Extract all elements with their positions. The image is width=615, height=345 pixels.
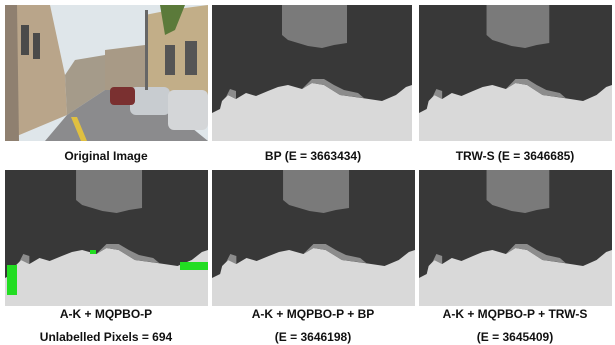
caption: Original Image	[64, 149, 148, 163]
bp-result	[212, 5, 412, 141]
caption: A-K + MQPBO-P	[60, 307, 152, 321]
caption: A-K + MQPBO-P + TRW-S	[443, 307, 588, 321]
ak-mqpbo-trws-result	[419, 170, 612, 306]
page: {"panels": [ {"caption": ["Original Imag…	[0, 0, 615, 345]
caption-sub: (E = 3645409)	[477, 330, 553, 344]
original-image	[5, 5, 208, 141]
trws-result	[419, 5, 612, 141]
ak-mqpbo-result	[5, 170, 208, 306]
caption-sub: Unlabelled Pixels = 694	[40, 330, 173, 344]
caption: BP (E = 3663434)	[265, 149, 361, 163]
caption: A-K + MQPBO-P + BP	[252, 307, 374, 321]
figure: Original Image BP (E = 3663434) TRW-S (E…	[0, 0, 615, 345]
caption: TRW-S (E = 3646685)	[456, 149, 575, 163]
ak-mqpbo-bp-result	[212, 170, 415, 306]
caption-sub: (E = 3646198)	[275, 330, 351, 344]
